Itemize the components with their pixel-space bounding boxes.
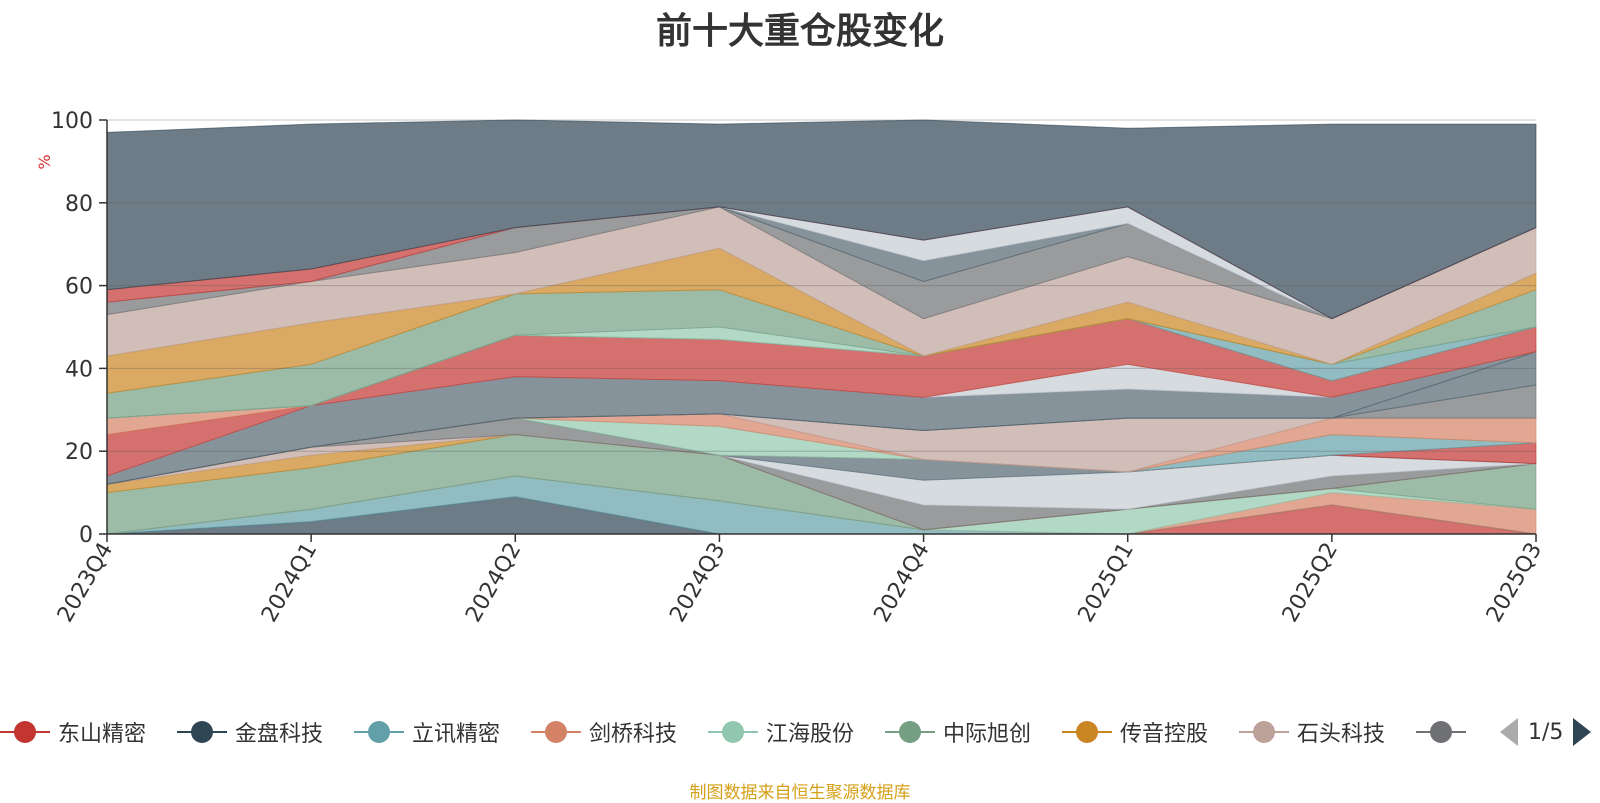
gridlines: [107, 119, 1536, 452]
legend-label: 金盘科技: [235, 722, 324, 747]
area-series-31: [106, 119, 1537, 320]
x-tick-label: 2024Q2: [461, 539, 526, 627]
legend-item[interactable]: 立讯精密: [354, 712, 500, 752]
legend-label: 传音控股: [1120, 722, 1209, 747]
legend-label: 立讯精密: [412, 722, 501, 747]
legend-marker-icon: [885, 721, 935, 743]
x-tick-label: 2024Q1: [257, 539, 322, 627]
y-tick-label: 80: [65, 192, 93, 217]
x-tick-label: 2024Q4: [869, 539, 934, 627]
legend-marker-icon: [1239, 721, 1289, 743]
x-tick-label: 2025Q1: [1074, 539, 1139, 627]
y-tick-label: 40: [65, 357, 93, 382]
legend-item[interactable]: 中际旭创: [885, 712, 1031, 752]
legend-item[interactable]: 金盘科技: [177, 712, 323, 752]
legend-pager: 1/5: [1500, 712, 1592, 752]
legend-items: 东山精密 金盘科技 立讯精密 剑桥科技 江海股份 中际旭创 传音控股 石头科技: [0, 712, 1470, 752]
y-tick-label: 20: [65, 440, 93, 465]
y-tick-label: 100: [51, 109, 93, 134]
source-note: 制图数据来自恒生聚源数据库: [689, 783, 911, 803]
legend-marker-icon: [1416, 721, 1466, 743]
legend-item[interactable]: 石头科技: [1239, 712, 1385, 752]
legend-item[interactable]: 剑桥科技: [531, 712, 677, 752]
legend-page-indicator: 1/5: [1528, 719, 1564, 745]
y-axis-label: %: [35, 154, 54, 169]
x-tick-label: 2025Q2: [1278, 539, 1343, 627]
legend-marker-icon: [531, 721, 581, 743]
legend-marker-icon: [177, 721, 227, 743]
triangle-right-icon[interactable]: [1573, 718, 1592, 746]
legend-item[interactable]: 东山精密: [0, 712, 146, 752]
legend-label: 石头科技: [1297, 722, 1386, 747]
legend-marker-icon: [1062, 721, 1112, 743]
legend-label: 中际旭创: [943, 722, 1032, 747]
area-layers: [106, 119, 1537, 535]
x-tick-label: 2024Q3: [665, 539, 730, 627]
legend-item[interactable]: 传音控股: [1062, 712, 1208, 752]
x-tick-label: 2023Q4: [53, 539, 118, 627]
x-tick-label: 2025Q3: [1482, 539, 1547, 627]
legend-label: 剑桥科技: [589, 722, 678, 747]
y-tick-label: 0: [79, 523, 93, 548]
legend-label: 江海股份: [766, 722, 855, 747]
legend-item[interactable]: 江海股份: [708, 712, 854, 752]
legend: 东山精密 金盘科技 立讯精密 剑桥科技 江海股份 中际旭创 传音控股 石头科技: [0, 712, 1600, 752]
triangle-left-icon[interactable]: [1500, 718, 1518, 746]
legend-marker-icon: [708, 721, 758, 743]
legend-marker-icon: [0, 721, 50, 743]
chart-title: 前十大重仓股变化: [655, 11, 944, 52]
legend-item[interactable]: [1416, 712, 1470, 752]
legend-marker-icon: [354, 721, 404, 743]
y-tick-label: 60: [65, 275, 93, 300]
legend-label: 东山精密: [58, 722, 147, 747]
